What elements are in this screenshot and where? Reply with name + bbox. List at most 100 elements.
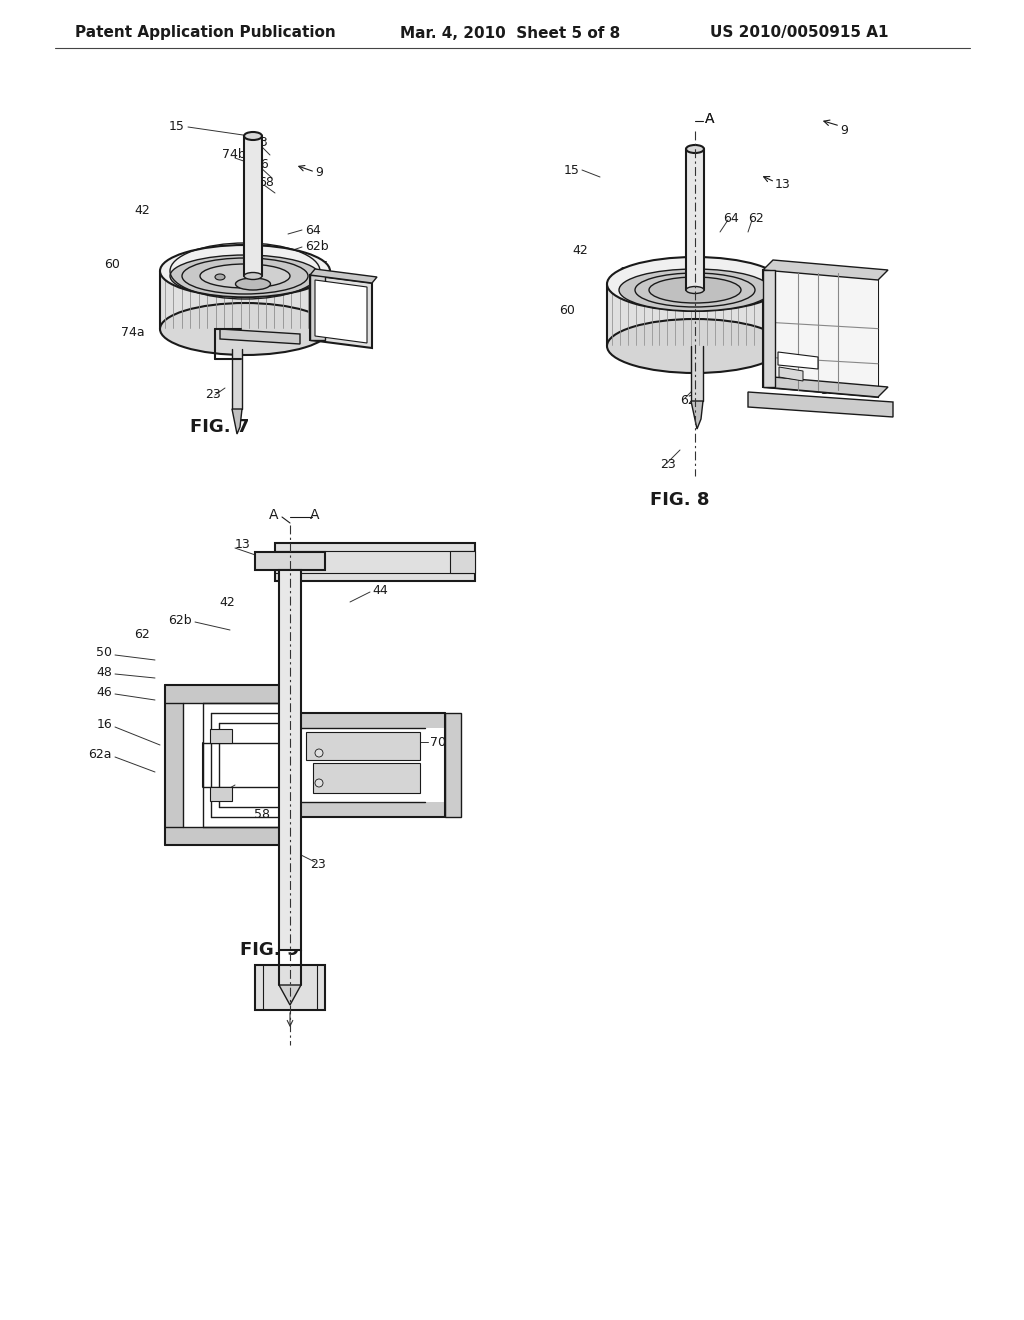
- Ellipse shape: [686, 145, 705, 153]
- Polygon shape: [165, 685, 183, 845]
- Polygon shape: [301, 713, 445, 729]
- Text: 50: 50: [96, 645, 112, 659]
- Polygon shape: [160, 271, 330, 329]
- Polygon shape: [165, 685, 279, 704]
- Text: 9: 9: [362, 564, 370, 577]
- Text: 54: 54: [210, 792, 226, 804]
- Polygon shape: [763, 378, 888, 397]
- Polygon shape: [315, 280, 367, 343]
- Text: 62b: 62b: [168, 614, 193, 627]
- Polygon shape: [210, 729, 232, 743]
- Polygon shape: [310, 269, 377, 282]
- Ellipse shape: [618, 269, 771, 312]
- Polygon shape: [279, 985, 301, 1005]
- Polygon shape: [255, 965, 325, 1010]
- Text: 32a: 32a: [820, 360, 844, 374]
- Text: 74a: 74a: [122, 326, 145, 338]
- Polygon shape: [310, 275, 325, 341]
- Text: 62c: 62c: [305, 259, 328, 272]
- Text: 64: 64: [723, 211, 738, 224]
- Ellipse shape: [315, 748, 323, 756]
- Ellipse shape: [649, 277, 741, 304]
- Polygon shape: [232, 348, 242, 409]
- Text: 15: 15: [564, 164, 580, 177]
- Text: 34: 34: [820, 317, 836, 330]
- Text: Mar. 4, 2010  Sheet 5 of 8: Mar. 4, 2010 Sheet 5 of 8: [400, 25, 621, 41]
- Text: 72: 72: [272, 338, 288, 351]
- Text: 60: 60: [559, 304, 575, 317]
- Text: 13: 13: [775, 178, 791, 191]
- Text: 32: 32: [820, 338, 836, 351]
- Ellipse shape: [607, 257, 783, 312]
- Ellipse shape: [236, 279, 270, 290]
- Text: A: A: [705, 112, 715, 125]
- Polygon shape: [607, 284, 783, 346]
- Text: 42: 42: [134, 203, 150, 216]
- Text: 62a: 62a: [680, 393, 703, 407]
- Ellipse shape: [215, 275, 225, 280]
- Text: FIG. 7: FIG. 7: [190, 418, 250, 436]
- Polygon shape: [763, 260, 888, 280]
- Ellipse shape: [244, 272, 262, 280]
- Text: 56: 56: [280, 808, 296, 821]
- Polygon shape: [232, 409, 242, 434]
- Text: 62: 62: [748, 211, 764, 224]
- Text: 13: 13: [234, 539, 251, 552]
- Text: 52: 52: [310, 808, 326, 821]
- Text: 68: 68: [258, 176, 273, 189]
- Polygon shape: [691, 346, 703, 401]
- Ellipse shape: [686, 286, 705, 293]
- Ellipse shape: [315, 779, 323, 787]
- Text: A: A: [705, 112, 715, 125]
- Polygon shape: [445, 713, 461, 817]
- Text: 62: 62: [305, 279, 321, 292]
- Polygon shape: [313, 763, 420, 793]
- Polygon shape: [244, 136, 262, 276]
- Polygon shape: [763, 271, 878, 397]
- Polygon shape: [775, 271, 878, 397]
- Polygon shape: [279, 570, 301, 950]
- Text: 23: 23: [205, 388, 221, 401]
- Ellipse shape: [160, 304, 330, 355]
- Polygon shape: [301, 803, 445, 817]
- Polygon shape: [450, 550, 475, 573]
- Text: 48: 48: [96, 665, 112, 678]
- Text: 62b: 62b: [305, 240, 329, 253]
- Polygon shape: [779, 367, 803, 381]
- Text: 62a: 62a: [88, 748, 112, 762]
- Ellipse shape: [170, 255, 319, 297]
- Polygon shape: [686, 149, 705, 290]
- Text: 66: 66: [253, 158, 268, 172]
- Text: 58: 58: [254, 808, 270, 821]
- Polygon shape: [165, 828, 279, 845]
- Text: 62: 62: [134, 628, 150, 642]
- Text: 9: 9: [840, 124, 848, 136]
- Text: 15: 15: [169, 120, 185, 133]
- Polygon shape: [306, 733, 420, 760]
- Text: 60: 60: [430, 714, 445, 726]
- Text: 42: 42: [572, 243, 588, 256]
- Polygon shape: [778, 352, 818, 370]
- Text: 33: 33: [820, 384, 836, 396]
- Text: 42: 42: [219, 595, 234, 609]
- Text: US 2010/0050915 A1: US 2010/0050915 A1: [710, 25, 889, 41]
- Ellipse shape: [160, 246, 330, 297]
- Polygon shape: [255, 552, 325, 570]
- Ellipse shape: [244, 132, 262, 140]
- Text: A: A: [268, 508, 278, 521]
- Text: Patent Application Publication: Patent Application Publication: [75, 25, 336, 41]
- Text: 16: 16: [96, 718, 112, 731]
- Text: FIG. 8: FIG. 8: [650, 491, 710, 510]
- Text: 70: 70: [430, 735, 446, 748]
- Ellipse shape: [607, 319, 783, 374]
- Text: 9: 9: [315, 165, 323, 178]
- Text: FIG. 9: FIG. 9: [241, 941, 300, 960]
- Polygon shape: [691, 401, 703, 429]
- Text: A: A: [310, 508, 319, 521]
- Text: 62b: 62b: [618, 265, 642, 279]
- Polygon shape: [210, 787, 232, 801]
- Polygon shape: [748, 392, 893, 417]
- Polygon shape: [310, 275, 372, 348]
- Text: 64: 64: [305, 223, 321, 236]
- Text: 1: 1: [326, 304, 338, 322]
